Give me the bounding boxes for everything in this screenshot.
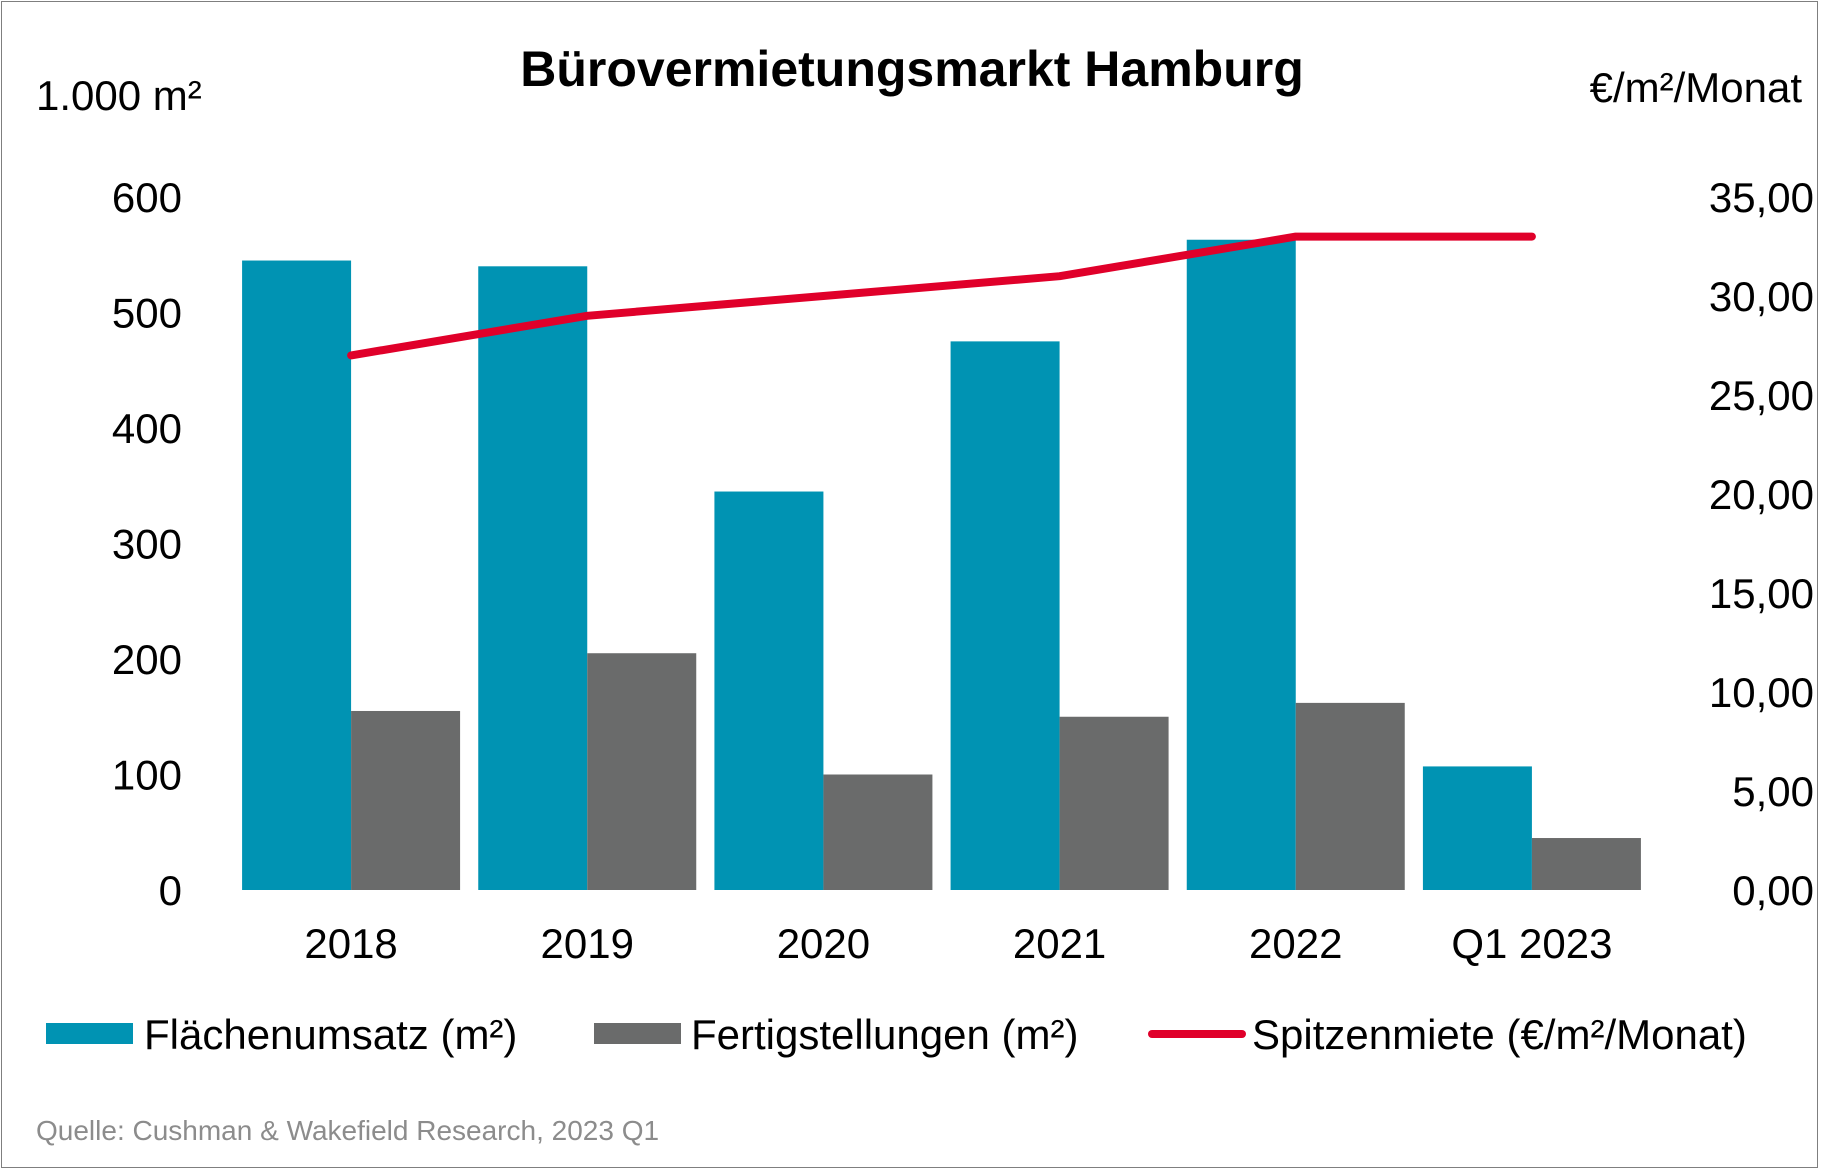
bar-series [242,239,1641,891]
spitzenmiete-line [347,232,1536,360]
right-tick-label: 35,00 [1709,174,1814,221]
left-tick-label: 600 [112,174,182,221]
legend-label: Flächenumsatz (m²) [144,1011,517,1058]
category-label: Q1 2023 [1451,920,1612,967]
right-tick-label: 15,00 [1709,570,1814,617]
legend-label: Fertigstellungen (m²) [691,1011,1078,1058]
source-note: Quelle: Cushman & Wakefield Research, 20… [36,1115,659,1146]
fertigstellungen-bar [823,774,933,890]
fertigstellungen-bar [1531,838,1641,890]
category-label: 2020 [777,920,870,967]
left-tick-label: 0 [159,867,182,914]
flaechenumsatz-bar [714,491,824,890]
right-tick-label: 25,00 [1709,372,1814,419]
legend-swatch [46,1023,133,1044]
right-axis-unit: €/m²/Monat [1590,64,1803,111]
right-tick-label: 30,00 [1709,273,1814,320]
right-tick-label: 10,00 [1709,669,1814,716]
legend-swatch [594,1023,681,1044]
line-series [347,232,1536,360]
left-tick-label: 100 [112,752,182,799]
category-label: 2019 [541,920,634,967]
category-axis: 2018 2019 2020 2021 2022 Q1 2023 [304,920,1612,967]
flaechenumsatz-bar [242,260,352,890]
legend-label: Spitzenmiete (€/m²/Monat) [1252,1011,1747,1058]
fertigstellungen-bar [1059,716,1169,890]
left-axis-unit: 1.000 m² [36,72,202,119]
category-label: 2021 [1013,920,1106,967]
flaechenumsatz-bar [478,266,588,890]
left-tick-label: 200 [112,636,182,683]
legend: Flächenumsatz (m²) Fertigstellungen (m²) S… [46,1011,1747,1058]
category-label: 2022 [1249,920,1342,967]
left-axis-ticks: 0 100 200 300 400 500 600 [112,174,182,914]
left-tick-label: 500 [112,290,182,337]
flaechenumsatz-bar [1422,766,1532,890]
right-axis-ticks: 0,00 5,00 10,00 15,00 20,00 25,00 30,00 35,00 [1709,174,1814,914]
chart-title: Bürovermietungsmarkt Hamburg [520,41,1304,97]
flaechenumsatz-bar [1186,239,1296,891]
left-tick-label: 400 [112,405,182,452]
fertigstellungen-bar [351,710,461,890]
flaechenumsatz-bar [950,341,1060,890]
fertigstellungen-bar [1295,702,1405,890]
left-tick-label: 300 [112,521,182,568]
fertigstellungen-bar [587,653,697,890]
category-label: 2018 [304,920,397,967]
right-tick-label: 0,00 [1732,867,1814,914]
right-tick-label: 5,00 [1732,768,1814,815]
right-tick-label: 20,00 [1709,471,1814,518]
